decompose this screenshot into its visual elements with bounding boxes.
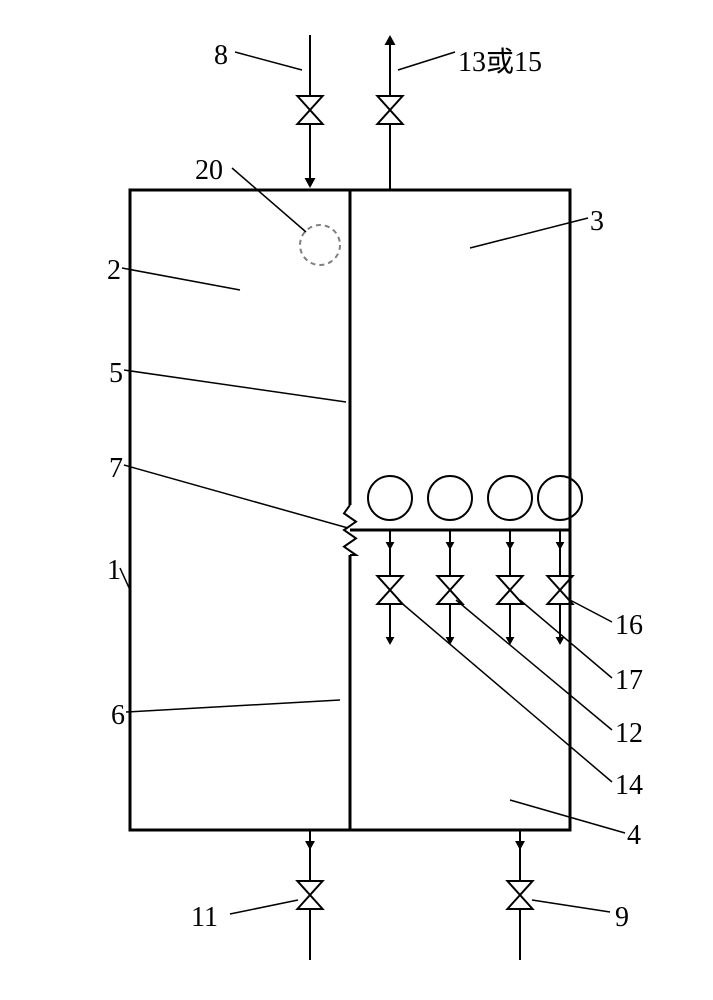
label-3: 3 (590, 206, 604, 238)
label-17: 17 (615, 665, 643, 697)
label-1: 1 (107, 555, 121, 587)
label-14: 14 (615, 770, 643, 802)
label-2: 2 (107, 255, 121, 287)
label-5: 5 (109, 358, 123, 390)
label-9: 9 (615, 902, 629, 934)
label-4: 4 (627, 820, 641, 852)
label-12: 12 (615, 718, 643, 750)
label-16: 16 (615, 610, 643, 642)
label-20: 20 (195, 155, 223, 187)
label-11: 11 (191, 902, 218, 934)
label-13_15: 13或15 (458, 40, 542, 80)
label-8: 8 (214, 40, 228, 72)
label-6: 6 (111, 700, 125, 732)
diagram-svg (0, 0, 713, 1000)
label-7: 7 (109, 453, 123, 485)
